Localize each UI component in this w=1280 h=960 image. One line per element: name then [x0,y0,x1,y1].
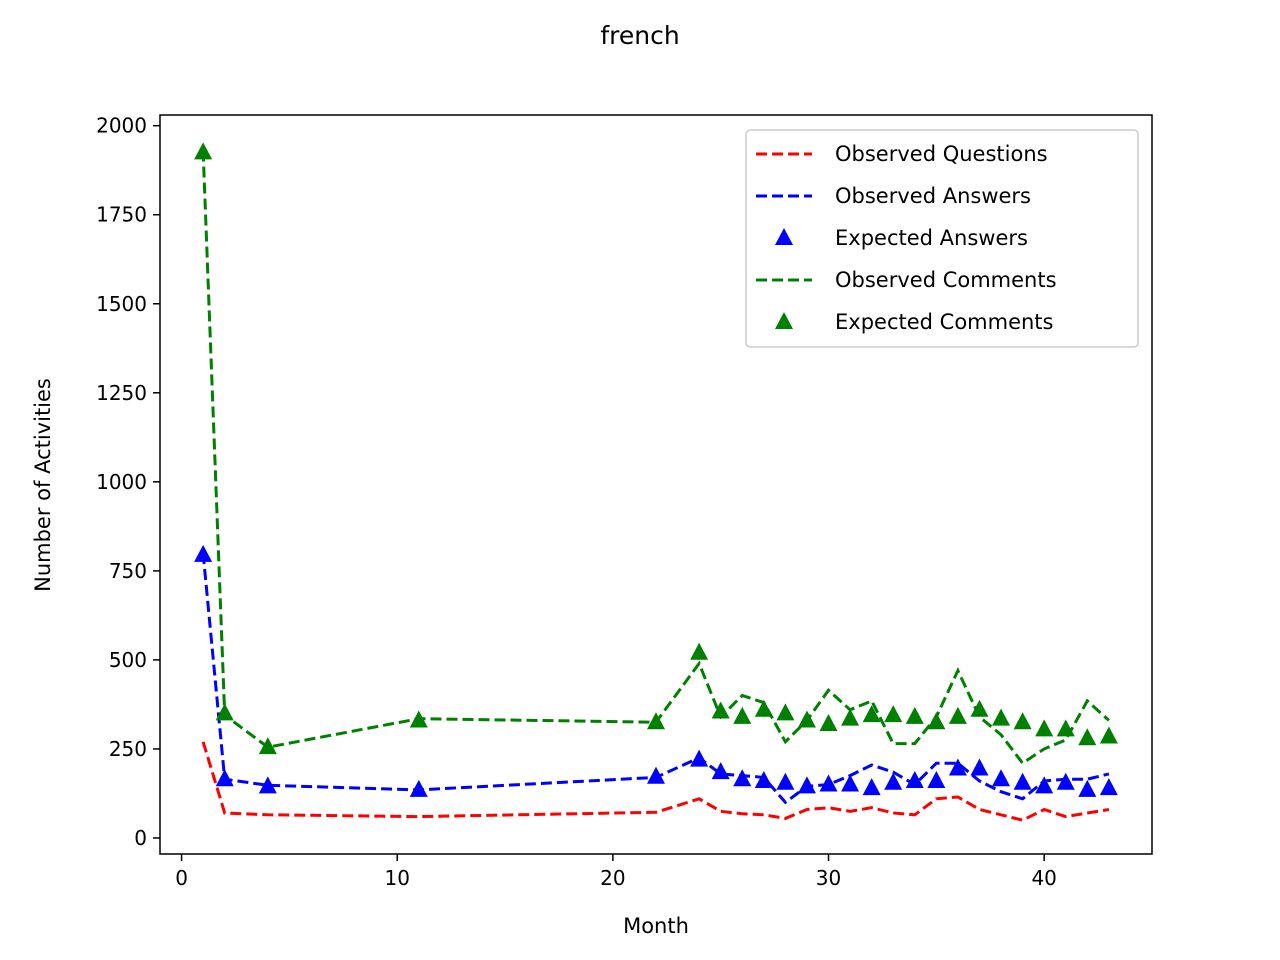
data-point [1078,728,1097,746]
data-point [215,703,234,721]
legend-marker-swatch [775,228,793,245]
data-point [409,779,428,797]
y-axis-label: Number of Activities [31,378,55,592]
data-point [733,769,752,787]
legend-marker-swatch [775,312,793,329]
series-line [201,741,1110,822]
data-point [711,762,730,780]
data-point [258,737,277,755]
data-point [905,706,924,724]
legend-label: Observed Questions [835,142,1048,166]
data-point [1013,772,1032,790]
data-point [711,701,730,719]
data-point [1056,719,1075,737]
data-point [690,749,709,767]
data-point [194,544,213,562]
legend-label: Expected Answers [835,226,1028,250]
x-tick-label: 0 [175,866,188,890]
data-point [690,642,709,660]
plot-frame [159,114,1153,855]
legend-label: Observed Answers [835,184,1031,208]
data-point [862,778,881,796]
data-point [927,770,946,788]
data-point [776,703,795,721]
series-2 [194,544,1118,797]
y-tick-label: 1000 [96,470,147,494]
data-point [797,710,816,728]
data-point [1035,719,1054,737]
data-point [754,699,773,717]
data-point [970,699,989,717]
legend-item: Observed Answers [756,184,1031,208]
data-point [841,774,860,792]
series-4 [194,142,1118,755]
y-tick-label: 500 [109,648,147,672]
data-point [819,714,838,732]
legend-item: Expected Answers [775,226,1028,250]
series-0 [201,741,1110,822]
data-point [1013,712,1032,730]
data-point [992,769,1011,787]
x-tick-label: 30 [816,866,841,890]
data-point [970,758,989,776]
y-tick-label: 1250 [96,381,147,405]
data-point [258,776,277,794]
y-tick-label: 0 [134,826,147,850]
chart-title: french [600,21,679,50]
series-line [201,552,1110,805]
data-point [647,712,665,730]
data-point [948,758,967,776]
y-tick-label: 250 [109,737,147,761]
data-point [776,772,795,790]
data-point [927,712,946,730]
data-point [1099,778,1118,796]
legend-label: Observed Comments [835,268,1057,292]
legend-item: Expected Comments [775,310,1053,334]
data-point [215,769,234,787]
legend-item: Observed Questions [756,142,1048,166]
data-point [1099,726,1118,744]
data-point [884,705,903,723]
series-1 [201,552,1110,805]
data-point [905,770,924,788]
data-point [841,708,860,726]
y-tick-label: 1750 [96,203,147,227]
data-point [1056,772,1075,790]
data-point [733,706,752,724]
axes: 0 10 20 30 40 0 250 500 750 1000 1250 1500 1750 2000 [96,114,1153,890]
data-point [409,710,428,728]
plot-area [194,142,1118,822]
x-tick-label: 40 [1031,866,1056,890]
data-point [797,776,816,794]
legend-label: Expected Comments [835,310,1053,334]
x-axis-label: Month [623,914,689,938]
data-point [1035,776,1054,794]
data-point [194,142,213,160]
x-tick-label: 20 [600,866,625,890]
data-point [647,766,665,784]
legend: Observed Questions Observed Answers Expect… [745,129,1139,348]
data-point [862,705,881,723]
y-tick-label: 750 [109,559,147,583]
y-tick-label: 1500 [96,292,147,316]
data-point [819,774,838,792]
data-point [992,708,1011,726]
legend-box [745,129,1139,348]
data-point [1078,779,1097,797]
x-tick-label: 10 [384,866,409,890]
data-point [754,770,773,788]
y-tick-label: 2000 [96,114,147,138]
data-point [884,772,903,790]
legend-item: Observed Comments [756,268,1057,292]
data-point [948,706,967,724]
